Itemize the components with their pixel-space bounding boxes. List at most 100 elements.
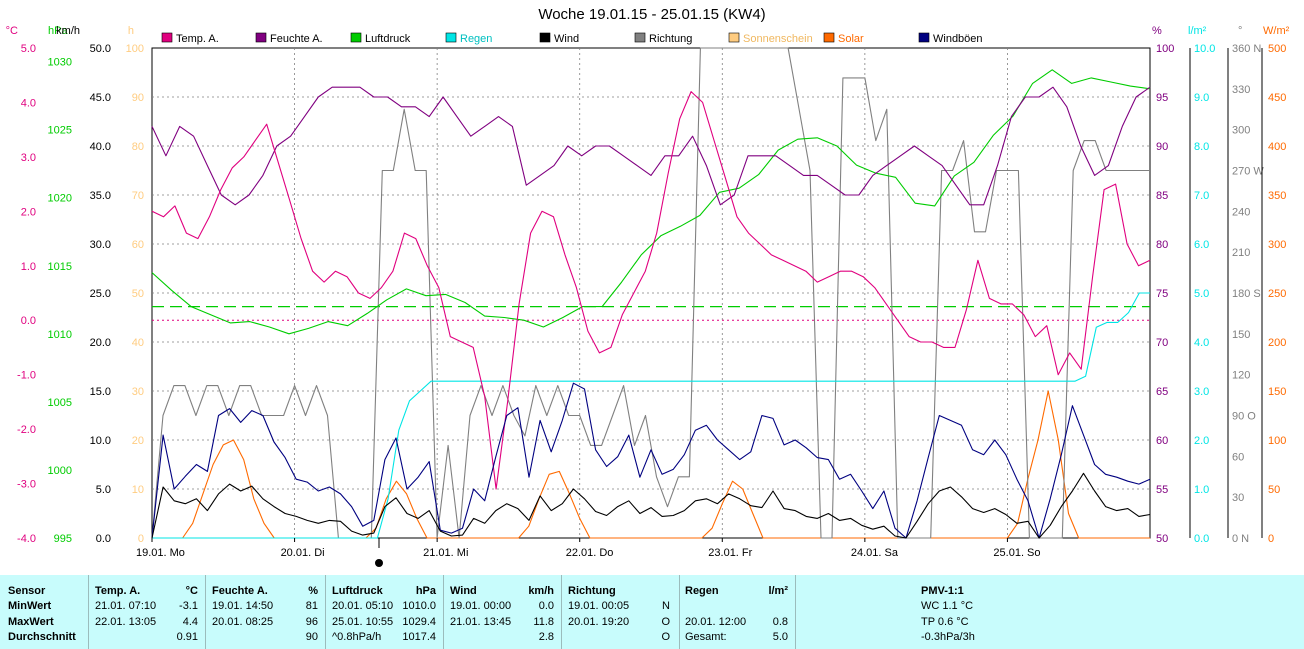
axis-tick-rain: 6.0 <box>1194 239 1209 251</box>
axis-unit-rain: l/m² <box>1188 25 1207 37</box>
stats-col-temp: Temp. A. °C 21.01. 07:10 -3.1 22.01. 13:… <box>88 575 205 649</box>
axis-tick-direction: 270 W <box>1232 166 1264 178</box>
stats-label-avg: Durchschnitt <box>8 631 76 643</box>
axis-tick-temp: -2.0 <box>17 424 36 436</box>
stats-temp-min-time: 21.01. 07:10 <box>95 600 157 612</box>
stats-col-direction: Richtung 19.01. 00:05 N 20.01. 19:20 O O <box>561 575 679 649</box>
axis-tick-solar: 150 <box>1268 386 1286 398</box>
axis-tick-direction: 30 <box>1232 492 1244 504</box>
axis-unit-humidity: % <box>1152 25 1162 37</box>
stats-rain-total-label: Gesamt: <box>685 631 727 643</box>
x-label: 19.01. Mo <box>136 547 185 559</box>
legend-swatch <box>728 32 740 43</box>
stats-rain-unit: l/m² <box>768 585 788 597</box>
axis-tick-pressure: 1000 <box>48 465 72 477</box>
axis-tick-humidity: 95 <box>1156 92 1168 104</box>
stats-direction-avg: O <box>661 631 670 643</box>
legend-swatch <box>445 32 457 43</box>
axis-tick-solar: 0 <box>1268 533 1274 545</box>
axis-tick-sunshine: 10 <box>132 484 144 496</box>
x-label: 22.01. Do <box>566 547 614 559</box>
stats-label-sensor: Sensor <box>8 585 46 597</box>
axis-tick-sunshine: 20 <box>132 435 144 447</box>
axis-tick-direction: 120 <box>1232 370 1250 382</box>
stats-col-labels: Sensor MinWert MaxWert Durchschnitt <box>0 575 88 649</box>
axis-unit-solar: W/m² <box>1263 25 1290 37</box>
x-label: 25.01. So <box>993 547 1040 559</box>
stats-pressure-max-time: 25.01. 10:55 <box>332 616 394 628</box>
axis-tick-direction: 60 <box>1232 451 1244 463</box>
axis-tick-direction: 180 S <box>1232 288 1261 300</box>
axis-tick-solar: 100 <box>1268 435 1286 447</box>
axis-tick-temp: 2.0 <box>21 206 36 218</box>
stats-humidity-min-time: 19.01. 14:50 <box>212 600 274 612</box>
axis-tick-direction: 300 <box>1232 125 1250 137</box>
stats-wind-header: Wind <box>450 585 477 597</box>
stats-pressure-unit: hPa <box>415 585 436 597</box>
axis-tick-humidity: 60 <box>1156 435 1168 447</box>
x-label: 24.01. Sa <box>851 547 899 559</box>
stats-pmv-wc: WC 1.1 °C <box>921 600 974 612</box>
stats-humidity-min: 81 <box>305 600 318 612</box>
axis-tick-rain: 3.0 <box>1194 386 1209 398</box>
axis-tick-sunshine: 90 <box>132 92 144 104</box>
axis-tick-solar: 50 <box>1268 484 1280 496</box>
axis-tick-wind: 20.0 <box>90 337 111 349</box>
axis-tick-sunshine: 0 <box>138 533 144 545</box>
axis-tick-solar: 450 <box>1268 92 1286 104</box>
legend-label: Feuchte A. <box>270 33 323 45</box>
axis-tick-wind: 45.0 <box>90 92 111 104</box>
stats-rain-total: 5.0 <box>772 631 788 643</box>
stats-direction-max: O <box>661 616 670 628</box>
legend-label: Solar <box>838 33 864 45</box>
stats-temp-unit: °C <box>185 585 198 597</box>
legend-label: Luftdruck <box>365 33 411 45</box>
x-label: 21.01. Mi <box>423 547 468 559</box>
axis-tick-solar: 200 <box>1268 337 1286 349</box>
chart-title: Woche 19.01.15 - 25.01.15 (KW4) <box>538 6 765 23</box>
stats-rain-max: 0.8 <box>772 616 788 628</box>
axis-tick-sunshine: 50 <box>132 288 144 300</box>
axis-unit-direction: ° <box>1238 25 1242 37</box>
axis-tick-direction: 240 <box>1232 206 1250 218</box>
axis-tick-humidity: 65 <box>1156 386 1168 398</box>
chart-legend: Temp. A. Feuchte A. Luftdruck Regen Wind Rich… <box>161 32 983 45</box>
stats-label-min: MinWert <box>8 600 52 612</box>
stats-pressure-min-time: 20.01. 05:10 <box>332 600 394 612</box>
axis-tick-humidity: 50 <box>1156 533 1168 545</box>
stats-wind-min-time: 19.01. 00:00 <box>450 600 512 612</box>
stats-col-pressure: Luftdruck hPa 20.01. 05:10 1010.0 25.01.… <box>325 575 443 649</box>
axis-tick-rain: 8.0 <box>1194 141 1209 153</box>
weather-chart: Woche 19.01.15 - 25.01.15 (KW4) Temp. A.… <box>6 6 1290 567</box>
stats-col-humidity: Feuchte A. % 19.01. 14:50 81 20.01. 08:2… <box>205 575 325 649</box>
axis-tick-rain: 4.0 <box>1194 337 1209 349</box>
axis-tick-rain: 7.0 <box>1194 190 1209 202</box>
axis-tick-rain: 0.0 <box>1194 533 1209 545</box>
x-axis-labels: 19.01. Mo 20.01. Di 21.01. Mi 22.01. Do 23.0… <box>136 538 1041 559</box>
stats-humidity-header: Feuchte A. <box>212 585 268 597</box>
series-line-temp-a <box>151 91 1151 490</box>
stats-col-pmv: PMV-1:1 WC 1.1 °C TP 0.6 °C -0.3hPa/3h <box>795 575 1304 649</box>
stats-direction-min: N <box>662 600 670 612</box>
legend-swatch <box>823 32 835 43</box>
series-line-windb-en <box>151 382 1151 539</box>
axis-tick-wind: 5.0 <box>96 484 111 496</box>
x-label: 20.01. Di <box>281 547 325 559</box>
stats-temp-max-time: 22.01. 13:05 <box>95 616 157 628</box>
axis-unit-pressure: hPa <box>48 25 68 37</box>
axis-unit-sunshine: h <box>128 25 134 37</box>
axis-tick-rain: 10.0 <box>1194 43 1215 55</box>
legend-swatch <box>161 32 173 43</box>
stats-wind-avg: 2.8 <box>538 631 554 643</box>
stats-col-wind: Wind km/h 19.01. 00:00 0.0 21.01. 13:45 … <box>443 575 561 649</box>
axis-tick-wind: 0.0 <box>96 533 111 545</box>
stats-pmv-header: PMV-1:1 <box>921 585 964 597</box>
axis-tick-direction: 210 <box>1232 247 1250 259</box>
axis-tick-humidity: 70 <box>1156 337 1168 349</box>
axis-tick-pressure: 1015 <box>48 261 72 273</box>
stats-rain-max-time: 20.01. 12:00 <box>685 616 747 628</box>
axis-tick-temp: 4.0 <box>21 97 36 109</box>
stats-wind-max: 11.8 <box>533 616 554 628</box>
stats-pressure-avg: 1017.4 <box>402 631 436 643</box>
axis-tick-direction: 360 N <box>1232 43 1261 55</box>
